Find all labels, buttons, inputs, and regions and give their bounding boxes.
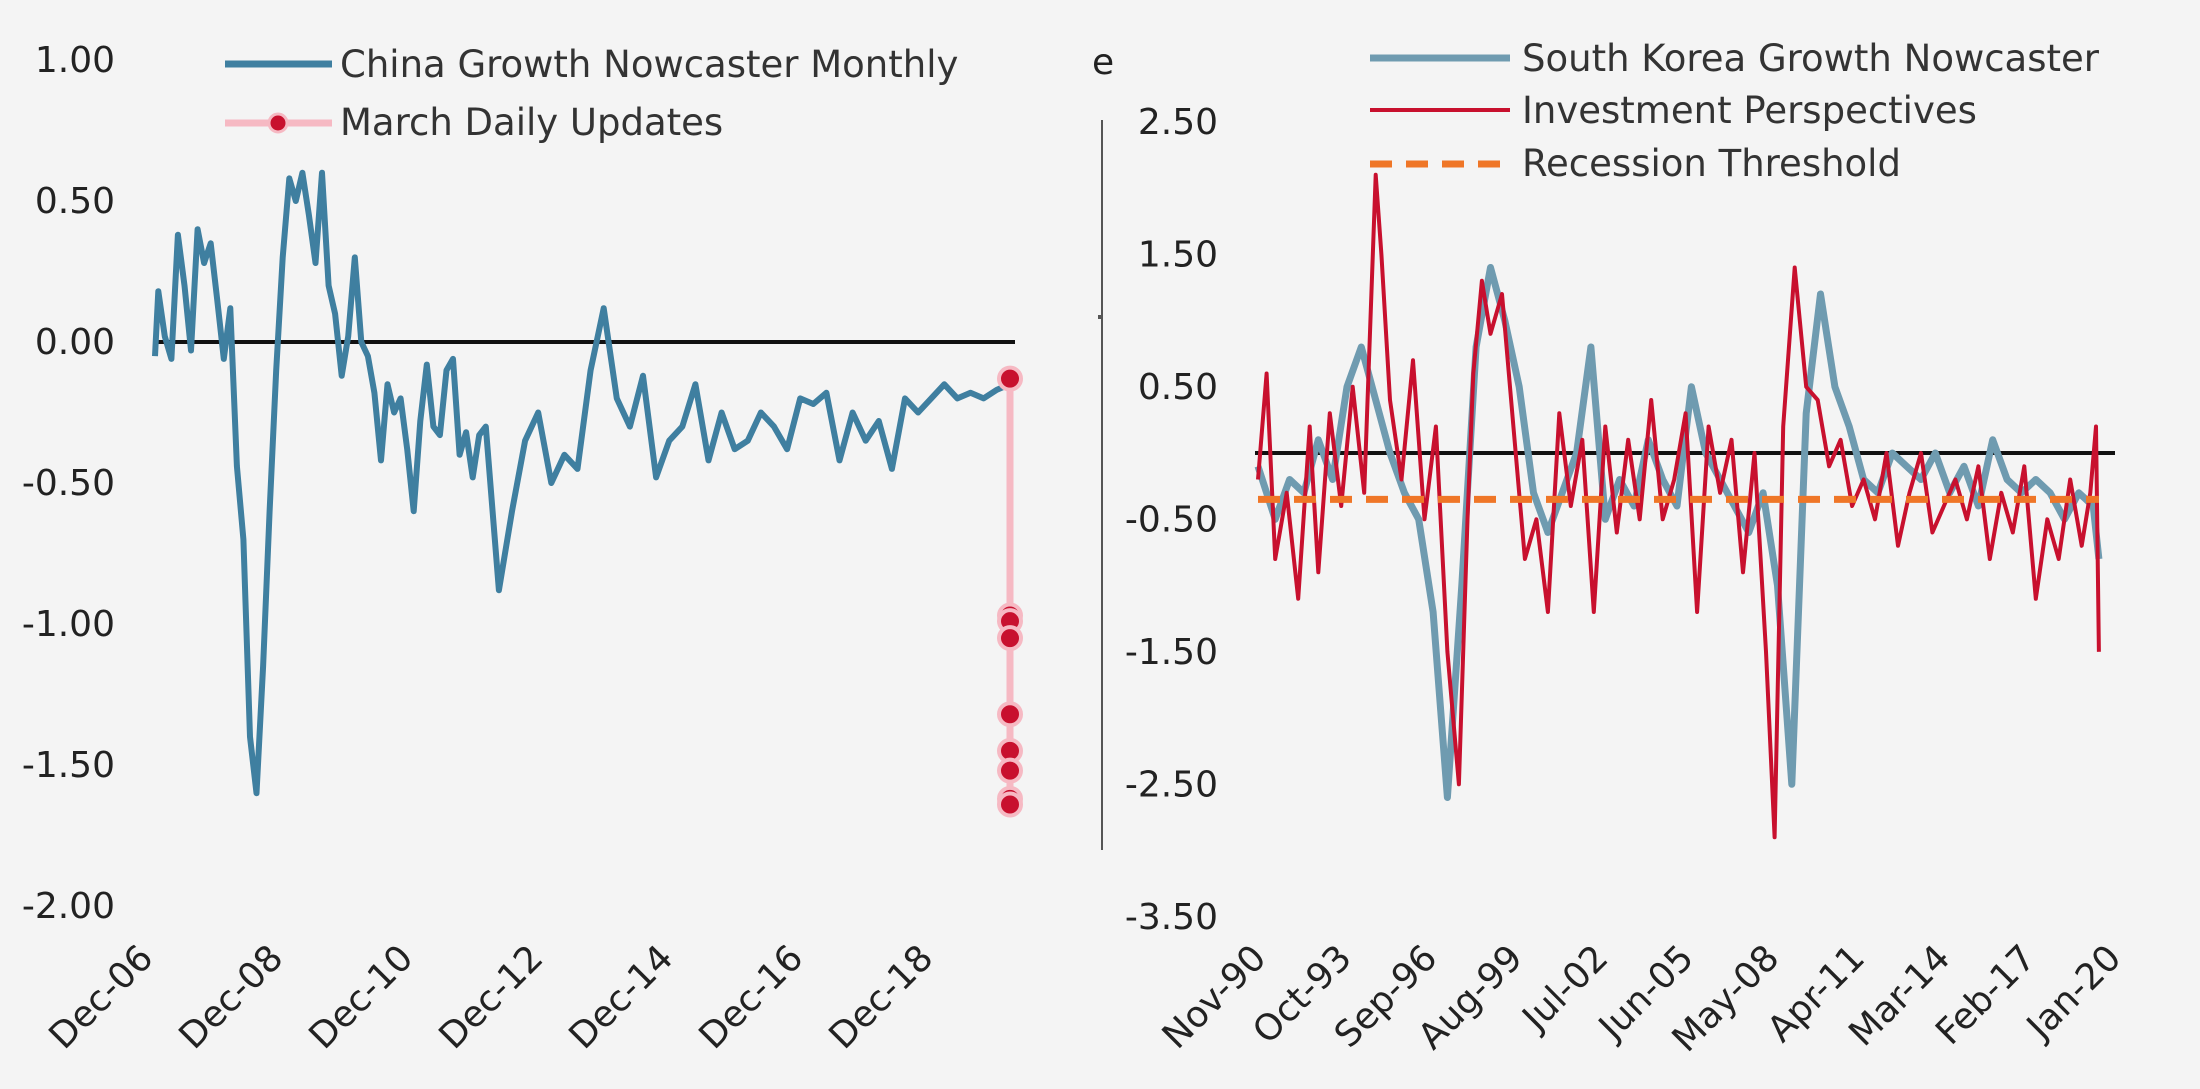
series-line-china-growth-nowcaster-monthly — [152, 169, 1019, 797]
right-y-tick-label: 0.50 — [1138, 367, 1218, 408]
march-daily-update-point — [997, 365, 1023, 392]
left-x-tick-label: Dec-14 — [562, 937, 682, 1057]
right-x-tick-label: Jan-20 — [2018, 937, 2129, 1048]
legend-label-investment-perspectives: Investment Perspectives — [1522, 89, 1977, 132]
right-y-tick-label: -1.50 — [1125, 632, 1218, 673]
right-y-tick-label: -3.50 — [1125, 897, 1218, 938]
right-y-tick-label: -2.50 — [1125, 764, 1218, 805]
right-x-tick-label: Nov-90 — [1155, 937, 1275, 1057]
left-y-tick-label: -0.50 — [22, 463, 115, 504]
left-x-tick-label: Dec-10 — [302, 937, 422, 1057]
stray-glyph: e — [1092, 42, 1114, 83]
left-y-tick-label: -1.00 — [22, 604, 115, 645]
legend-label-recession-threshold: Recession Threshold — [1522, 142, 1901, 185]
left-y-tick-label: 0.00 — [35, 322, 115, 363]
march-daily-update-point — [997, 701, 1023, 728]
left-y-tick-label: -1.50 — [22, 745, 115, 786]
legend-label-south-korea-growth-nowcaster: South Korea Growth Nowcaster — [1522, 37, 2100, 80]
left-x-tick-label: Dec-18 — [822, 937, 942, 1057]
right-y-tick-label: 2.50 — [1138, 102, 1218, 143]
march-daily-update-point — [997, 757, 1023, 784]
left-x-tick-label: Dec-06 — [42, 937, 162, 1057]
series-line-investment-perspectives — [1256, 172, 2101, 840]
left-y-tick-label: -2.00 — [22, 886, 115, 927]
left-y-tick-label: 0.50 — [35, 181, 115, 222]
series-line-south-korea-growth-nowcaster — [1254, 264, 2103, 801]
left-y-tick-label: 1.00 — [35, 40, 115, 81]
right-y-tick-label: 1.50 — [1138, 234, 1218, 275]
left-x-tick-label: Dec-16 — [692, 937, 812, 1057]
march-daily-update-point — [997, 625, 1023, 652]
right-y-tick-label: -0.50 — [1125, 499, 1218, 540]
legend-marker-march-daily-updates — [267, 112, 289, 134]
left-x-tick-label: Dec-12 — [432, 937, 552, 1057]
legend-label-march-daily-updates: March Daily Updates — [340, 101, 723, 144]
march-daily-update-point — [997, 791, 1023, 818]
left-x-tick-label: Dec-08 — [172, 937, 292, 1057]
legend-label-china-growth-nowcaster-monthly: China Growth Nowcaster Monthly — [340, 43, 958, 86]
